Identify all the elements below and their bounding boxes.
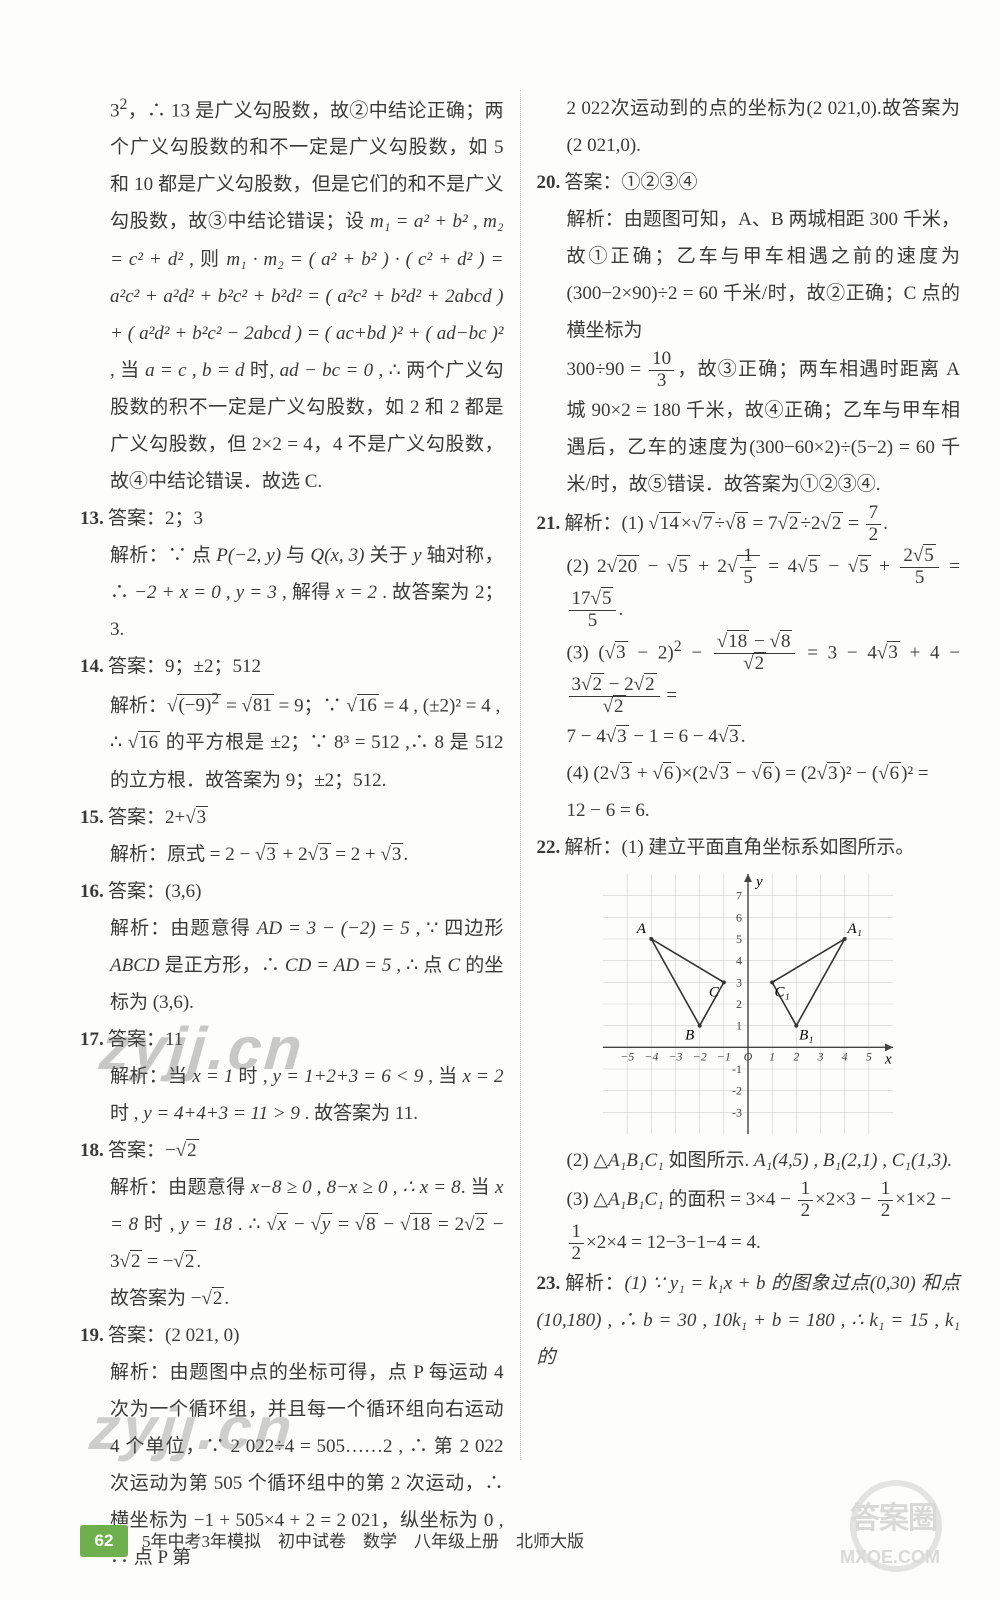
watermark-logo: 答案圈 MXQE.COM [850,1480,980,1580]
item-number: 17. [80,1021,108,1058]
item-number: 21. [537,505,565,542]
page: 32，∴ 13 是广义勾股数，故②中结论正确；两个广义勾股数的和不一定是广义勾股… [0,0,1000,1600]
problem-13: 13.答案：2；3 [80,500,504,537]
item-number: 20. [537,164,565,201]
problem-14-analysis: 解析：√(−9)2 = √81 = 9；∵ √16 = 4 , (±2)² = … [80,685,504,798]
problem-15-analysis: 解析：原式 = 2 − √3 + 2√3 = 2 + √3. [80,836,504,873]
problem-21-part3: (3) (√3 − 2)2 − √18 − √8√2 = 3 − 4√3 + 4… [537,632,961,755]
two-column-layout: 32，∴ 13 是广义勾股数，故②中结论正确；两个广义勾股数的和不一定是广义勾股… [80,90,960,1460]
left-column: 32，∴ 13 是广义勾股数，故②中结论正确；两个广义勾股数的和不一定是广义勾股… [80,90,520,1460]
item-number: 16. [80,873,108,910]
svg-text:3: 3 [736,975,742,989]
svg-text:2: 2 [794,1049,800,1063]
problem-22: 22.解析：(1) 建立平面直角坐标系如图所示。 [537,829,961,866]
svg-text:6: 6 [736,910,742,924]
problem-19-continuation: 2 022次运动到的点的坐标为(2 021,0).故答案为(2 021,0). [537,90,961,164]
svg-text:1: 1 [736,1019,742,1033]
svg-text:−3: −3 [669,1049,683,1063]
svg-text:B₁: B₁ [799,1028,813,1044]
problem-18-analysis: 解析：由题意得 x−8 ≥ 0 , 8−x ≥ 0 , ∴ x = 8. 当 x… [80,1169,504,1317]
problem-17-analysis: 解析：当 x = 1 时 , y = 1+2+3 = 6 < 9 , 当 x =… [80,1058,504,1132]
problem-21: 21.解析：(1) √14×√7÷√8 = 7√2÷2√2 = 72. [537,503,961,546]
problem-13-analysis: 解析：∵ 点 P(−2, y) 与 Q(x, 3) 关于 y 轴对称，∴ −2 … [80,537,504,648]
item-number: 18. [80,1132,108,1169]
svg-text:−5: −5 [620,1049,634,1063]
svg-text:A: A [636,921,647,937]
svg-text:2: 2 [736,997,742,1011]
svg-text:−4: −4 [645,1049,659,1063]
svg-text:−1: −1 [717,1049,731,1063]
page-footer: 62 5年中考3年模拟 初中试卷 数学 八年级上册 北师大版 [80,1525,584,1558]
problem-17: 17.答案：11 [80,1021,504,1058]
svg-text:-1: -1 [732,1062,742,1076]
svg-text:3: 3 [817,1049,824,1063]
svg-text:-2: -2 [732,1084,742,1098]
coordinate-graph: −5 −4 −3 −2 −1 O 1 2 3 4 5 -3 -2 -1 1 2 3 4 5 6 7 x y A B C A₁ B₁ C₁ [603,874,893,1134]
svg-text:4: 4 [736,954,742,968]
problem-16: 16.答案：(3,6) [80,873,504,910]
item-number: 23. [537,1265,565,1302]
problem-21-part2: (2) 2√20 − √5 + 2√15 = 4√5 − √5 + 2√55 =… [537,546,961,632]
svg-text:A₁: A₁ [847,921,862,937]
svg-text:O: O [744,1049,753,1063]
svg-text:B: B [685,1028,694,1044]
problem-22-part3: (3) △A₁B₁C₁ 的面积 = 3×4 − 12×2×3 − 12×1×2 … [537,1179,961,1265]
problem-22-part2: (2) △A₁B₁C₁ 如图所示. A₁(4,5) , B₁(2,1) , C₁… [537,1142,961,1179]
page-number-box: 62 [80,1525,128,1557]
item-number: 14. [80,648,108,685]
problem-12-continuation: 32，∴ 13 是广义勾股数，故②中结论正确；两个广义勾股数的和不一定是广义勾股… [80,90,504,500]
svg-text:1: 1 [769,1049,775,1063]
problem-19: 19.答案：(2 021, 0) [80,1317,504,1354]
svg-text:4: 4 [842,1049,848,1063]
svg-text:C: C [709,984,720,1000]
footer-text: 5年中考3年模拟 初中试卷 数学 八年级上册 北师大版 [142,1525,584,1558]
problem-21-part4: (4) (2√3 + √6)×(2√3 − √6) = (2√3)² − (√6… [537,755,961,829]
svg-text:x: x [884,1051,892,1067]
svg-text:-3: -3 [732,1105,742,1119]
svg-text:C₁: C₁ [775,984,790,1000]
svg-text:5: 5 [866,1049,872,1063]
item-number: 13. [80,500,108,537]
item-number: 15. [80,799,108,836]
problem-20: 20.答案：①②③④ [537,164,961,201]
item-number: 22. [537,829,565,866]
problem-14: 14.答案：9；±2；512 [80,648,504,685]
item-number: 19. [80,1317,108,1354]
problem-16-analysis: 解析：由题意得 AD = 3 − (−2) = 5 , ∵ 四边形 ABCD 是… [80,910,504,1021]
problem-20-analysis: 解析：由题图可知，A、B 两城相距 300 千米，故①正确；乙车与甲车相遇之前的… [537,201,961,503]
svg-text:−2: −2 [693,1049,707,1063]
svg-text:7: 7 [736,889,742,903]
problem-23: 23.解析：(1) ∵ y₁ = k₁x + b 的图象过点(0,30) 和点 … [537,1265,961,1376]
svg-text:y: y [754,874,763,890]
problem-18: 18.答案：−√2 [80,1132,504,1169]
problem-15: 15.答案：2+√3 [80,799,504,836]
right-column: 2 022次运动到的点的坐标为(2 021,0).故答案为(2 021,0). … [520,90,961,1460]
svg-text:5: 5 [736,932,742,946]
